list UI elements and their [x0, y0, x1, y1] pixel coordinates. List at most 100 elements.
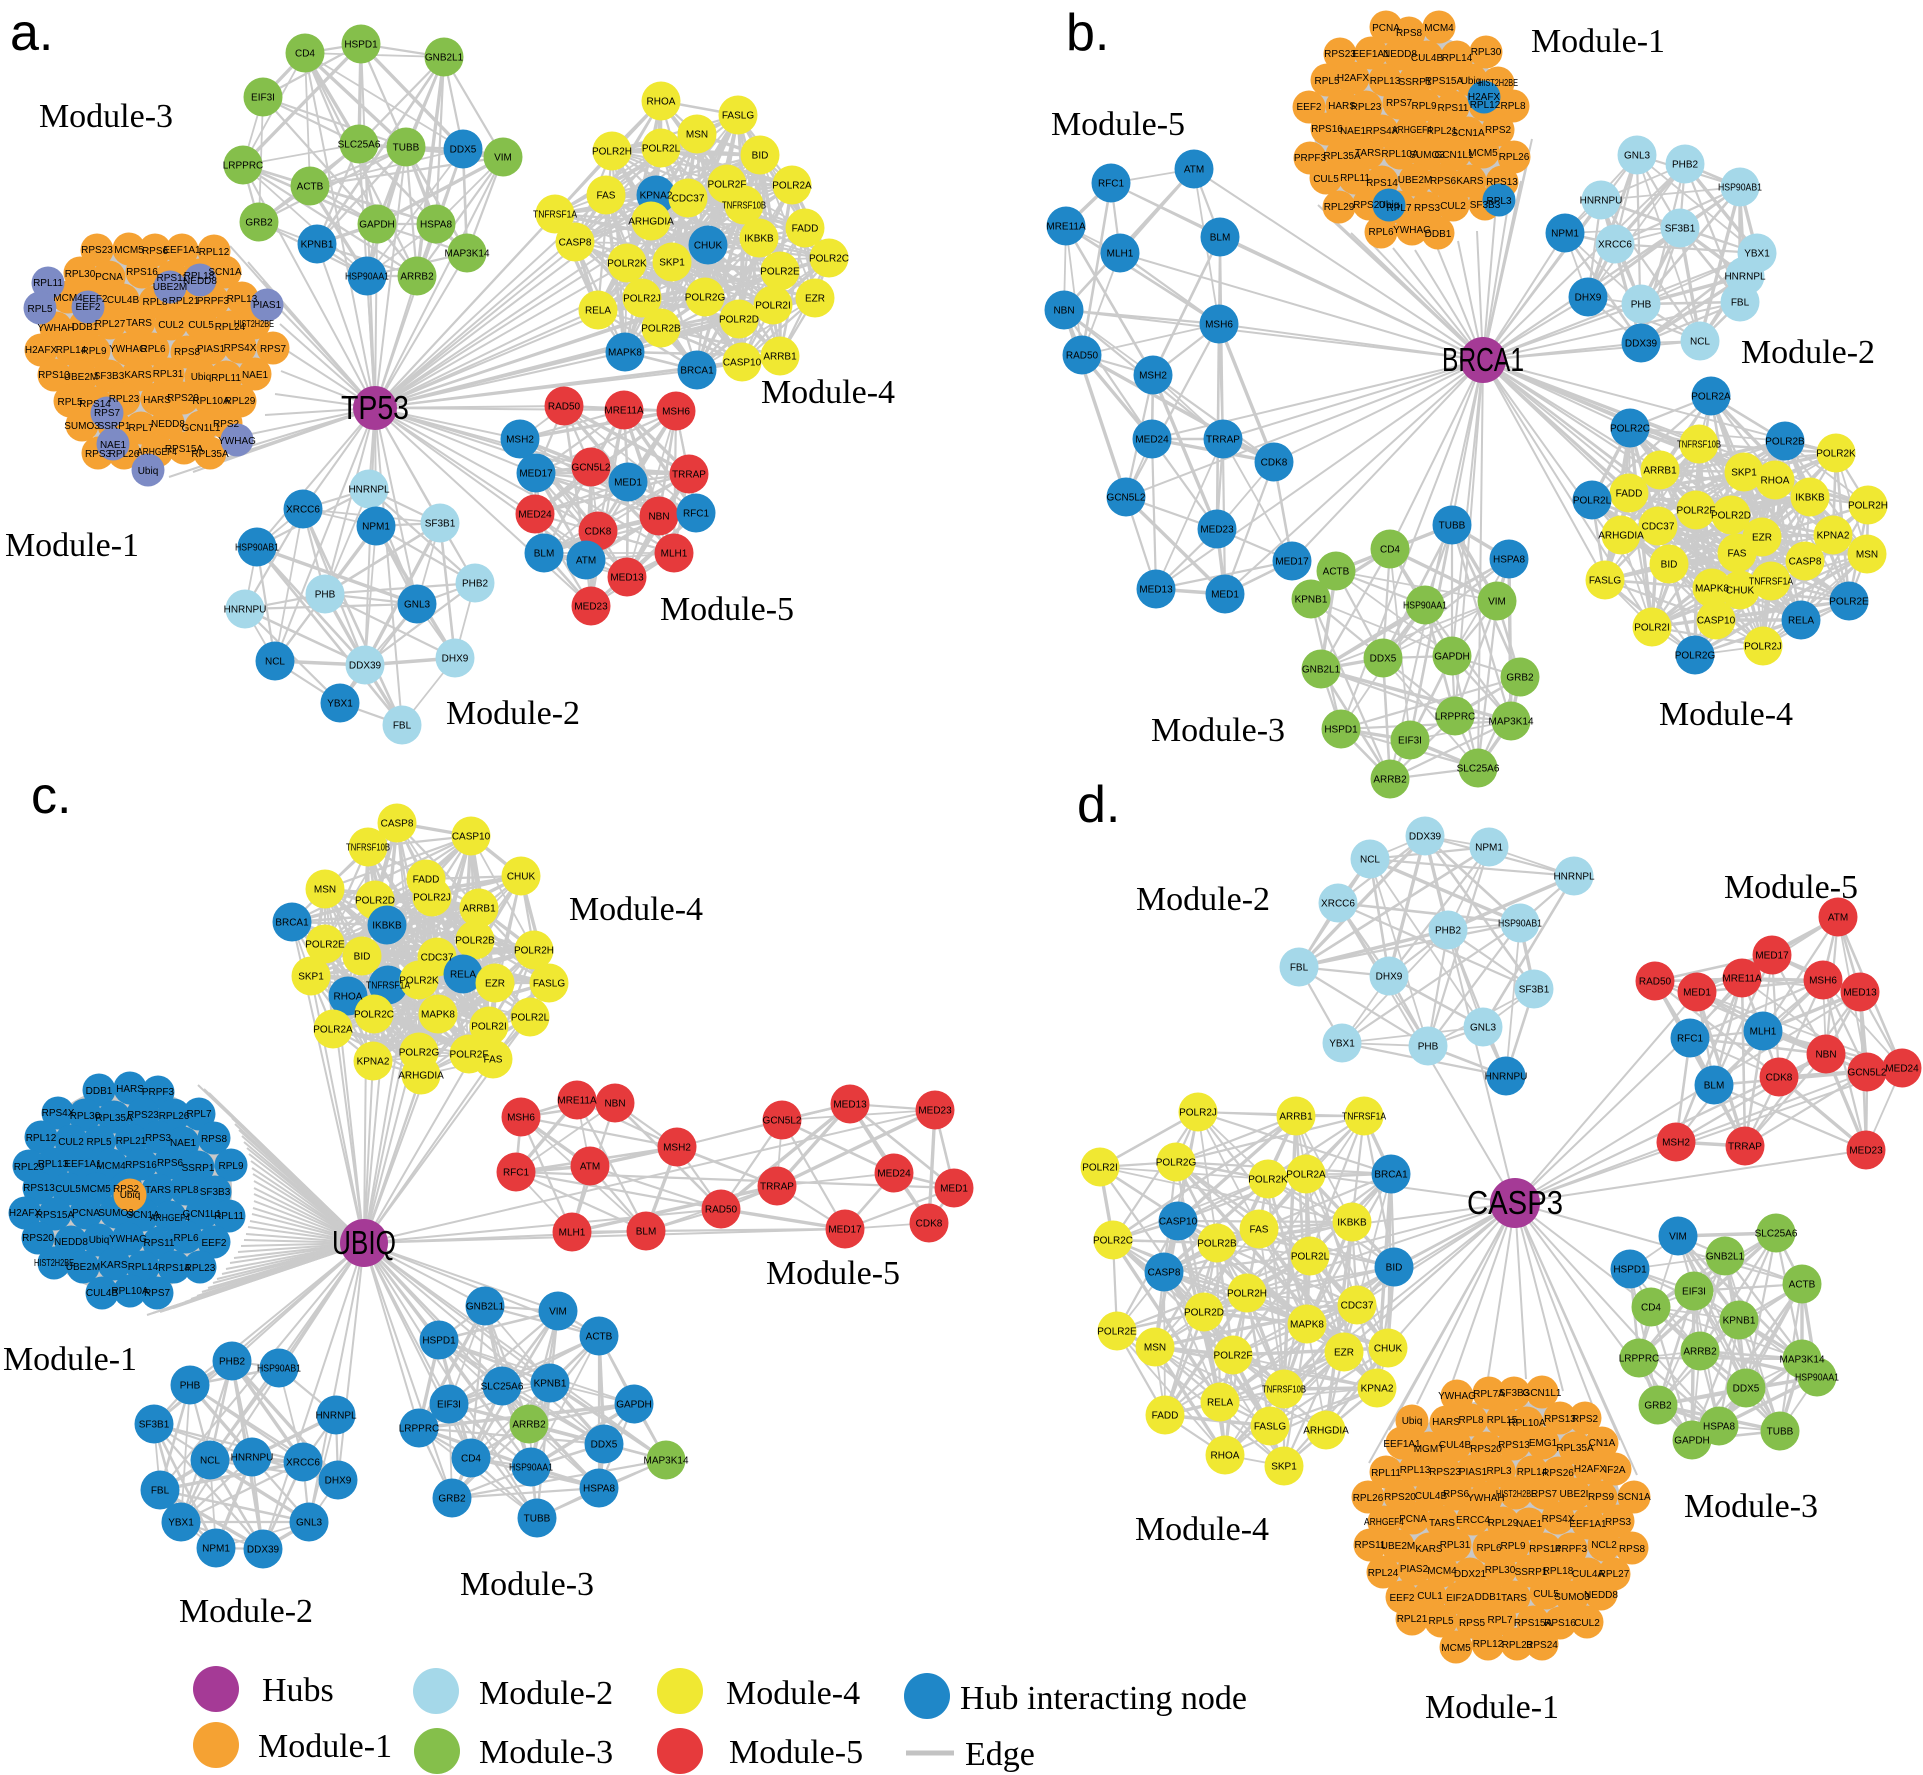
svg-text:MED13: MED13 [833, 1100, 867, 1111]
svg-text:ACTB: ACTB [1323, 567, 1350, 578]
svg-text:MSH6: MSH6 [662, 407, 690, 418]
svg-text:SUMO3: SUMO3 [98, 1208, 134, 1219]
svg-text:POLR2G: POLR2G [685, 293, 726, 304]
svg-text:MAPK8: MAPK8 [1290, 1320, 1324, 1331]
svg-text:IKBKB: IKBKB [1337, 1218, 1367, 1229]
svg-text:RPS15A: RPS15A [1425, 76, 1464, 87]
svg-text:RPL18: RPL18 [1543, 1566, 1574, 1577]
svg-text:RPS4X: RPS4X [1366, 126, 1399, 137]
svg-text:YWHAG: YWHAG [1438, 1391, 1476, 1402]
svg-text:FASLG: FASLG [1589, 576, 1621, 587]
svg-text:NCL: NCL [1690, 337, 1710, 348]
svg-text:PHB: PHB [315, 590, 336, 601]
svg-text:TNFRSF10B: TNFRSF10B [1262, 1385, 1306, 1396]
svg-text:PIAS1: PIAS1 [197, 344, 226, 355]
svg-text:RPS13: RPS13 [23, 1183, 55, 1194]
svg-text:Module-5: Module-5 [1724, 869, 1858, 906]
svg-text:EEF2: EEF2 [75, 302, 100, 313]
svg-text:POLR2L: POLR2L [642, 144, 681, 155]
svg-text:DDX5: DDX5 [1370, 654, 1397, 665]
svg-text:RPS20: RPS20 [1353, 200, 1385, 211]
svg-text:ARRB1: ARRB1 [763, 352, 797, 363]
svg-text:IKBKB: IKBKB [1795, 493, 1825, 504]
svg-text:RPL30: RPL30 [1485, 1565, 1516, 1576]
svg-text:RPL10A: RPL10A [1381, 149, 1419, 160]
svg-text:HNRNPU: HNRNPU [1580, 196, 1623, 207]
svg-text:POLR2J: POLR2J [1179, 1108, 1217, 1119]
svg-text:EIF3I: EIF3I [1682, 1287, 1706, 1298]
svg-text:Edge: Edge [965, 1736, 1035, 1773]
svg-text:BRCA1: BRCA1 [275, 918, 309, 929]
svg-text:SKP1: SKP1 [1731, 468, 1757, 479]
svg-text:RPS13: RPS13 [1544, 1414, 1576, 1425]
svg-text:TUBB: TUBB [393, 143, 420, 154]
svg-text:CUL4B: CUL4B [1439, 1440, 1472, 1451]
svg-text:RPL13: RPL13 [1400, 1465, 1431, 1476]
svg-text:SUMO3: SUMO3 [1554, 1592, 1590, 1603]
svg-text:RPL11: RPL11 [1340, 173, 1370, 184]
svg-text:TARS: TARS [1429, 1518, 1455, 1529]
svg-text:RPS8: RPS8 [1619, 1544, 1646, 1555]
svg-text:MRE11A: MRE11A [604, 406, 644, 417]
svg-text:RPL14: RPL14 [128, 1262, 159, 1273]
svg-text:HSPA8: HSPA8 [1703, 1422, 1735, 1433]
svg-text:RPL5: RPL5 [27, 304, 52, 315]
svg-text:RPL14: RPL14 [1442, 53, 1473, 64]
svg-text:Module-2: Module-2 [479, 1675, 613, 1712]
svg-text:MED24: MED24 [1885, 1064, 1919, 1075]
svg-text:RPS23: RPS23 [1324, 49, 1356, 60]
svg-text:RPL31: RPL31 [153, 369, 184, 380]
svg-text:YBX1: YBX1 [1329, 1039, 1355, 1050]
svg-text:POLR2C: POLR2C [809, 254, 849, 265]
svg-text:FAS: FAS [1728, 549, 1747, 560]
svg-text:CASP8: CASP8 [1789, 557, 1822, 568]
svg-text:FADD: FADD [413, 875, 440, 886]
svg-text:RPS6: RPS6 [142, 246, 169, 257]
svg-text:RPL10A: RPL10A [1508, 1418, 1546, 1429]
svg-text:RPL21: RPL21 [169, 296, 200, 307]
svg-text:RPL29: RPL29 [225, 396, 256, 407]
svg-text:SCN1A: SCN1A [1451, 128, 1485, 139]
svg-text:SSRP1: SSRP1 [98, 421, 131, 432]
svg-text:POLR2B: POLR2B [641, 324, 681, 335]
svg-text:RPL24: RPL24 [1368, 1568, 1399, 1579]
svg-text:MSN: MSN [1856, 550, 1878, 561]
svg-text:CDC37: CDC37 [1642, 522, 1675, 533]
svg-text:RPL14: RPL14 [1517, 1467, 1548, 1478]
svg-text:MED17: MED17 [828, 1225, 862, 1236]
svg-text:MLH1: MLH1 [559, 1228, 586, 1239]
svg-text:PRPF3: PRPF3 [197, 296, 230, 307]
svg-text:RPL5: RPL5 [1428, 1616, 1453, 1627]
svg-text:TNFRSF10B: TNFRSF10B [1677, 440, 1721, 451]
svg-text:MAP3K14: MAP3K14 [1779, 1355, 1824, 1366]
svg-text:POLR2I: POLR2I [1082, 1163, 1118, 1174]
svg-text:H2AFX: H2AFX [1468, 92, 1501, 103]
svg-text:RPL12: RPL12 [26, 1133, 57, 1144]
svg-text:RELA: RELA [585, 306, 611, 317]
svg-text:VIM: VIM [1669, 1232, 1687, 1243]
svg-text:TNFRSF10B: TNFRSF10B [722, 201, 766, 212]
svg-text:MCM4: MCM4 [96, 1161, 126, 1172]
svg-text:CASP10: CASP10 [1159, 1217, 1198, 1228]
svg-text:RPS11: RPS11 [157, 273, 188, 284]
svg-text:POLR2L: POLR2L [1291, 1252, 1330, 1263]
svg-text:VIM: VIM [549, 1307, 567, 1318]
svg-text:CUL2: CUL2 [1440, 201, 1466, 212]
svg-text:PCNA: PCNA [95, 272, 123, 283]
svg-text:SF3B3: SF3B3 [1499, 1388, 1530, 1399]
svg-text:GCN1L1: GCN1L1 [1435, 150, 1474, 161]
svg-text:DDX39: DDX39 [349, 661, 382, 672]
svg-text:NAE1: NAE1 [242, 370, 269, 381]
svg-text:CHUK: CHUK [1374, 1344, 1403, 1355]
svg-text:RPL7: RPL7 [1386, 203, 1411, 214]
svg-text:MCM4: MCM4 [1427, 1566, 1457, 1577]
svg-text:CD4: CD4 [1641, 1303, 1661, 1314]
svg-text:MCM4: MCM4 [1424, 23, 1454, 34]
svg-text:UBE2M: UBE2M [1398, 175, 1432, 186]
svg-text:GRB2: GRB2 [245, 218, 273, 229]
svg-text:HIST2H2BE: HIST2H2BE [234, 319, 274, 330]
svg-text:EEF2: EEF2 [201, 1238, 226, 1249]
svg-text:DDX39: DDX39 [1625, 339, 1658, 350]
svg-text:RPS24: RPS24 [1526, 1640, 1558, 1651]
svg-text:YWHAG: YWHAG [218, 436, 256, 447]
